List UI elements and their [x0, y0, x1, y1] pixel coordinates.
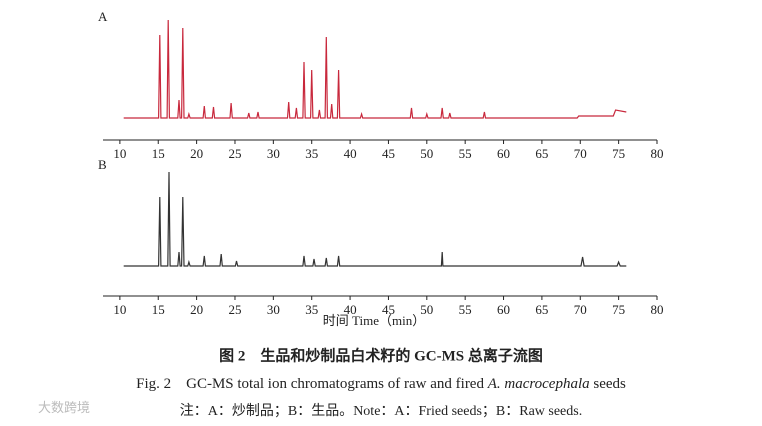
caption-species: A. macrocephala	[487, 376, 590, 392]
x-tick-label: 40	[344, 302, 357, 317]
x-tick-label: 35	[305, 302, 318, 317]
x-tick-label: 80	[651, 146, 664, 161]
x-tick-label: 45	[382, 146, 395, 161]
x-tick-label: 20	[190, 302, 203, 317]
panel-label: A	[98, 9, 108, 24]
caption-english: Fig. 2 GC-MS total ion chromatograms of …	[136, 376, 626, 392]
x-tick-label: 30	[267, 302, 280, 317]
x-tick-label: 70	[574, 302, 587, 317]
x-axis-label: 时间 Time（min）	[323, 313, 425, 328]
x-tick-label: 10	[113, 302, 126, 317]
x-tick-label: 10	[113, 146, 126, 161]
x-tick-label: 75	[612, 146, 625, 161]
x-tick-label: 25	[228, 146, 241, 161]
x-tick-label: 50	[420, 302, 433, 317]
x-tick-label: 50	[420, 146, 433, 161]
x-tick-label: 70	[574, 146, 587, 161]
x-tick-label: 65	[535, 302, 548, 317]
x-tick-label: 65	[535, 146, 548, 161]
caption-part: seeds	[590, 376, 626, 392]
x-tick-label: 45	[382, 302, 395, 317]
caption-part: Fig. 2 GC-MS total ion chromatograms of …	[136, 376, 488, 392]
x-tick-label: 15	[152, 146, 165, 161]
x-tick-label: 75	[612, 302, 625, 317]
x-tick-label: 60	[497, 146, 510, 161]
caption-chinese: 图 2 生品和炒制品白术籽的 GC-MS 总离子流图	[219, 346, 543, 364]
caption-note: 注：A：炒制品；B：生品。Note：A：Fried seeds；B：Raw se…	[180, 403, 582, 419]
x-tick-label: 35	[305, 146, 318, 161]
x-tick-label: 25	[228, 302, 241, 317]
watermark: 大数跨境	[38, 400, 90, 415]
x-tick-label: 15	[152, 302, 165, 317]
x-tick-label: 60	[497, 302, 510, 317]
chromatogram-line	[123, 19, 627, 119]
x-tick-label: 55	[459, 302, 472, 317]
chromatogram-line	[123, 171, 627, 267]
x-tick-label: 80	[651, 302, 664, 317]
x-tick-label: 55	[459, 146, 472, 161]
panel-label: B	[98, 157, 107, 172]
x-tick-label: 20	[190, 146, 203, 161]
x-tick-label: 30	[267, 146, 280, 161]
x-tick-label: 40	[344, 146, 357, 161]
